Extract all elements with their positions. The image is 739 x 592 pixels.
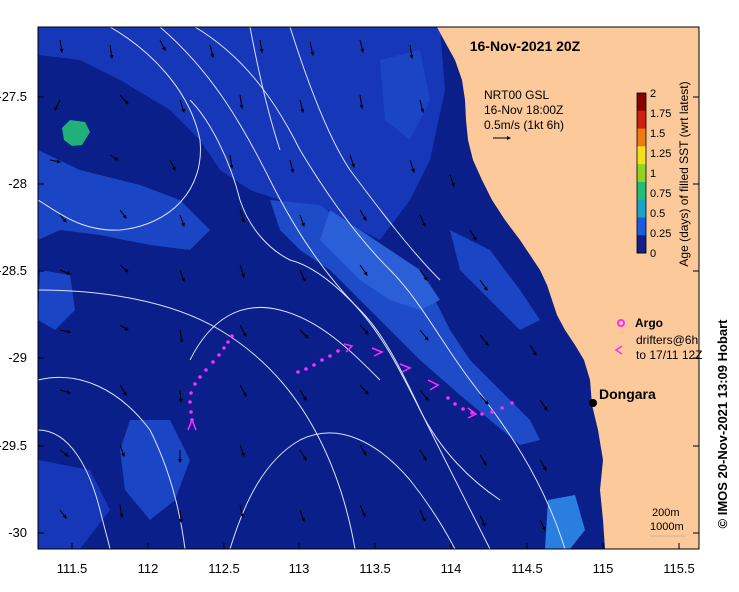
lon-tick-label: 115 (593, 561, 614, 576)
map-frame (37, 26, 700, 550)
map-area[interactable] (38, 27, 699, 549)
colorbar-tick-label: 1.5 (650, 128, 665, 140)
colorbar-tick-label: 1 (650, 168, 656, 180)
lat-tick-label: -29.5 (0, 438, 27, 453)
lat-tick-label: -28.5 (0, 263, 27, 278)
legend-drifters-1: drifters@6h (636, 333, 698, 347)
credit-text: © IMOS 20-Nov-2021 13:09 Hobart (715, 319, 730, 529)
colorbar-segment (637, 164, 646, 183)
lat-tick-label: -29 (8, 350, 27, 365)
contour-legend: 200m 1000m (650, 507, 686, 537)
colorbar-segment (637, 235, 646, 254)
product-info: NRT00 GSL 16-Nov 18:00Z 0.5m/s (1kt 6h) (484, 88, 564, 140)
product-line-2: 16-Nov 18:00Z (484, 103, 563, 117)
lat-tick-label: -30 (8, 525, 27, 540)
colorbar-segment (637, 181, 646, 201)
legend: Argo drifters@6h to 17/11 12Z (614, 316, 703, 362)
contour-1000m: 1000m (650, 521, 684, 533)
lon-axis (71, 543, 680, 549)
colorbar-segment (637, 146, 646, 165)
colorbar-tick-label: 0 (650, 248, 656, 260)
colorbar-tick-label: 0.75 (650, 188, 671, 200)
lat-axis (38, 96, 699, 534)
contour-200m: 200m (652, 507, 680, 519)
drifter-track-west (187, 334, 234, 431)
colorbar-segment (637, 93, 646, 112)
drifter-track-east (446, 396, 514, 419)
product-line-1: NRT00 GSL (484, 88, 549, 102)
drifter-track-central (296, 343, 440, 391)
colorbar-segment (637, 217, 646, 236)
lon-tick-label: 112 (138, 561, 159, 576)
lon-tick-label: 113.5 (359, 561, 391, 576)
product-line-3: 0.5m/s (1kt 6h) (484, 118, 564, 132)
legend-drifters-2: to 17/11 12Z (636, 348, 703, 362)
lon-tick-label: 111.5 (57, 561, 88, 576)
dongara-marker[interactable] (589, 399, 597, 407)
lat-tick-label: -28 (8, 176, 27, 191)
lon-tick-label: 114 (441, 561, 462, 576)
colorbar-tick-label: 1.75 (650, 108, 671, 120)
argo-symbol-icon (617, 319, 625, 327)
lon-tick-label: 112.5 (208, 561, 240, 576)
colorbar-tick-label: 2 (650, 88, 656, 100)
bathymetry-contours (38, 27, 566, 549)
colorbar: 2 1.75 1.5 1.25 1 0.75 0.5 0.25 0 Age (days) of … (636, 81, 691, 267)
lon-tick-label: 114.5 (511, 561, 543, 576)
colorbar-tick-label: 1.25 (650, 148, 671, 160)
lat-tick-label: -27.5 (0, 89, 27, 104)
colorbar-label: Age (days) of filled SST (wrt latest) (677, 81, 691, 266)
colorbar-segment (637, 110, 646, 130)
place-label-dongara: Dongara (599, 386, 656, 402)
colorbar-segment (637, 199, 646, 218)
lon-tick-label: 115.5 (663, 561, 695, 576)
colorbar-tick-label: 0.25 (650, 228, 671, 240)
drifter-tracks (187, 334, 514, 431)
current-vectors (49, 39, 548, 531)
land-mass (437, 27, 699, 549)
lat-tick-labels: -27.5 -28 -28.5 -29 -29.5 -30 (0, 89, 27, 540)
legend-argo: Argo (635, 316, 663, 330)
lon-tick-labels: 111.5 112 112.5 113 113.5 114 114.5 115 … (57, 561, 695, 576)
drifter-symbol-icon (614, 345, 623, 355)
colorbar-tick-label: 0.5 (650, 208, 665, 220)
colorbar-segment (637, 128, 646, 147)
lon-tick-label: 113 (289, 561, 310, 576)
map-title: 16-Nov-2021 20Z (470, 38, 581, 54)
